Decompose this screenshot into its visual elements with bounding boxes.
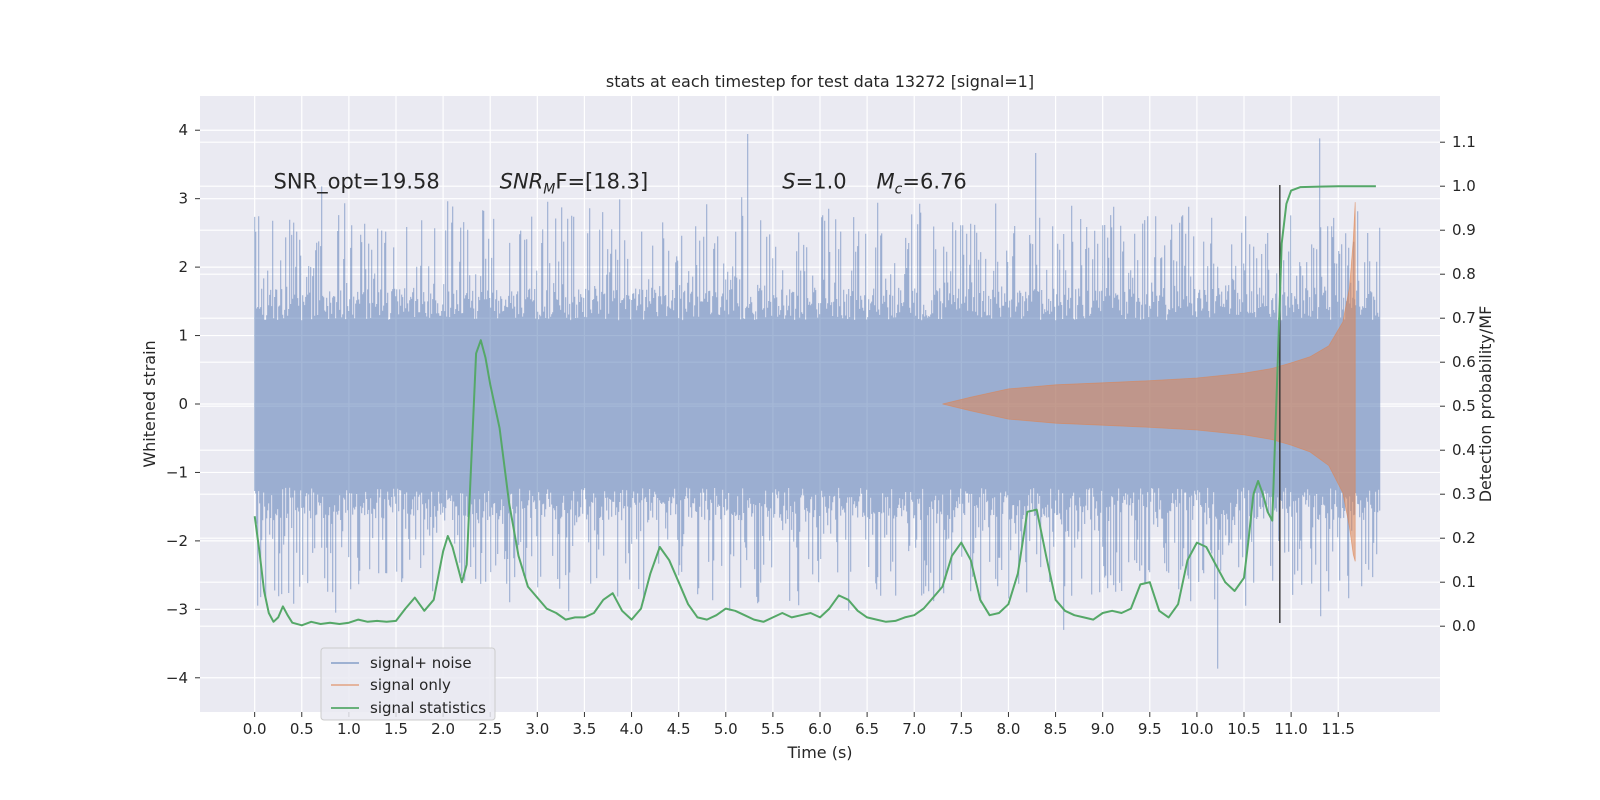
x-tick-label: 10.0 xyxy=(1180,720,1213,738)
y-right-tick-label: 0.4 xyxy=(1452,441,1476,459)
x-tick-label: 7.0 xyxy=(902,720,926,738)
legend-label-signal-only: signal only xyxy=(370,676,451,694)
y-left-tick-label: −3 xyxy=(166,600,188,618)
y-right-tick-label: 0.1 xyxy=(1452,573,1476,591)
x-tick-label: 7.5 xyxy=(949,720,973,738)
y-left-tick-label: 2 xyxy=(178,258,188,276)
annotation-1: SNRMF=[18.3] xyxy=(500,170,649,198)
y-right-tick-label: 0.9 xyxy=(1452,221,1476,239)
x-tick-label: 8.5 xyxy=(1044,720,1068,738)
series-signal-statistics-line xyxy=(253,185,1376,627)
y-axis-right-ticks: 0.0 0.1 0.2 0.3 0.4 0.5 0.6 0.7 0.8 0.9 1.0 1.1 xyxy=(1440,133,1476,635)
y-axis-left-ticks: −4 −3 −2 −1 0 1 2 3 4 xyxy=(166,121,200,687)
y-right-tick-label: 0.7 xyxy=(1452,309,1476,327)
x-tick-label: 8.0 xyxy=(997,720,1021,738)
y-right-tick-label: 1.0 xyxy=(1452,177,1476,195)
series-signal-statistics xyxy=(253,185,1376,627)
x-tick-label: 11.5 xyxy=(1322,720,1355,738)
annotation-3: Mc=6.76 xyxy=(877,170,967,198)
legend: signal+ noise signal only signal statist… xyxy=(320,647,496,721)
y-right-tick-label: 1.1 xyxy=(1452,133,1476,151)
x-tick-label: 9.5 xyxy=(1138,720,1162,738)
y-left-tick-label: −1 xyxy=(166,463,188,481)
y-axis-left-label: Whitened strain xyxy=(140,340,159,467)
x-tick-label: 5.0 xyxy=(714,720,738,738)
annotation-0: SNR_opt=19.58 xyxy=(273,170,439,195)
x-tick-label: 1.0 xyxy=(337,720,361,738)
x-tick-label: 10.5 xyxy=(1227,720,1260,738)
y-right-tick-label: 0.8 xyxy=(1452,265,1476,283)
x-tick-label: 2.5 xyxy=(478,720,502,738)
x-tick-label: 3.0 xyxy=(525,720,549,738)
x-tick-label: 2.0 xyxy=(431,720,455,738)
x-tick-label: 6.0 xyxy=(808,720,832,738)
y-left-tick-label: 4 xyxy=(178,121,188,139)
x-tick-label: 0.5 xyxy=(290,720,314,738)
y-right-tick-label: 0.5 xyxy=(1452,397,1476,415)
y-right-tick-label: 0.6 xyxy=(1452,353,1476,371)
y-right-tick-label: 0.2 xyxy=(1452,529,1476,547)
y-left-tick-label: 0 xyxy=(178,395,188,413)
y-left-tick-label: −4 xyxy=(166,669,188,687)
x-tick-label: 0.0 xyxy=(243,720,267,738)
x-tick-label: 4.0 xyxy=(620,720,644,738)
x-axis-ticks: 0.0 0.5 1.0 1.5 2.0 2.5 3.0 3.5 4.0 4.5 5.0 5.5 6.0 6… xyxy=(243,712,1355,738)
x-tick-label: 11.0 xyxy=(1274,720,1307,738)
y-right-tick-label: 0.0 xyxy=(1452,617,1476,635)
chart-title: stats at each timestep for test data 132… xyxy=(606,72,1034,91)
annotation-2: S=1.0 xyxy=(782,170,846,194)
x-tick-label: 1.5 xyxy=(384,720,408,738)
y-left-tick-label: 1 xyxy=(178,327,188,345)
legend-box xyxy=(320,647,496,721)
series-signal-only-envelope xyxy=(942,202,1356,562)
x-tick-label: 6.5 xyxy=(855,720,879,738)
legend-label-signal-statistics: signal statistics xyxy=(370,699,486,717)
x-tick-label: 9.0 xyxy=(1091,720,1115,738)
annotations: SNR_opt=19.58 SNRMF=[18.3] S=1.0 Mc=6.76 xyxy=(273,170,966,198)
legend-label-signal-noise: signal+ noise xyxy=(370,654,472,672)
series-signal-only xyxy=(942,202,1356,562)
y-right-tick-label: 0.3 xyxy=(1452,485,1476,503)
x-tick-label: 3.5 xyxy=(573,720,597,738)
x-axis-label: Time (s) xyxy=(786,743,852,762)
y-left-tick-label: −2 xyxy=(166,532,188,550)
x-tick-label: 5.5 xyxy=(761,720,785,738)
y-left-tick-label: 3 xyxy=(178,190,188,208)
x-tick-label: 4.5 xyxy=(667,720,691,738)
y-axis-right-label: Detection probability/MF xyxy=(1476,306,1495,503)
